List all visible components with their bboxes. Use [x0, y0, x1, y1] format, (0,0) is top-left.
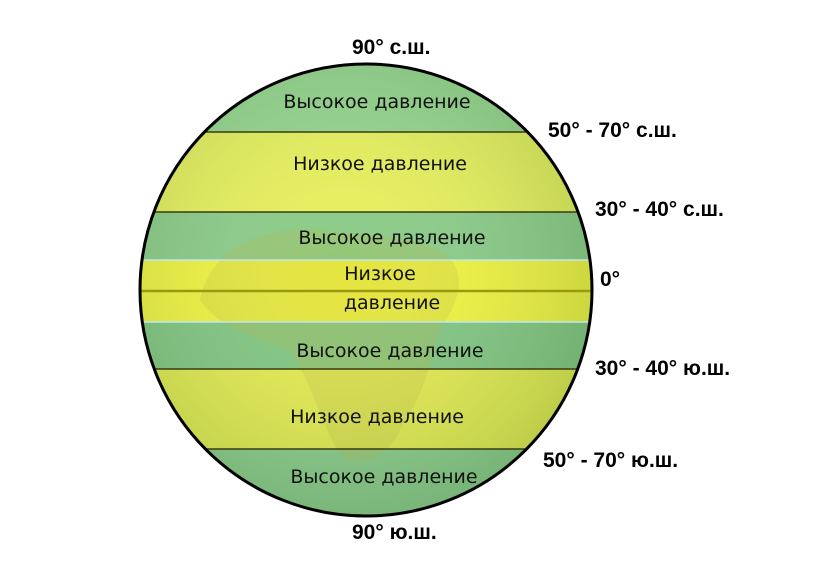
band-label: Высокое давление [290, 466, 477, 488]
band-label: давление [344, 292, 440, 314]
label-equator: 0° [600, 268, 621, 291]
band-label: Высокое давление [283, 91, 470, 113]
band-label: Низкое давление [293, 153, 467, 175]
label-30-40-south: 30° - 40° ю.ш. [595, 357, 731, 380]
band-label: Высокое давление [298, 227, 485, 249]
band-label: Низкое [344, 263, 416, 285]
band-label: Высокое давление [296, 340, 483, 362]
globe-outline [138, 62, 594, 518]
label-90-south: 90° ю.ш. [352, 521, 437, 544]
label-50-70-south: 50° - 70° ю.ш. [543, 449, 679, 472]
label-90-north: 90° с.ш. [352, 36, 431, 59]
label-30-40-north: 30° - 40° с.ш. [595, 198, 724, 221]
label-50-70-north: 50° - 70° с.ш. [548, 119, 677, 142]
band-label: Низкое давление [290, 406, 464, 428]
